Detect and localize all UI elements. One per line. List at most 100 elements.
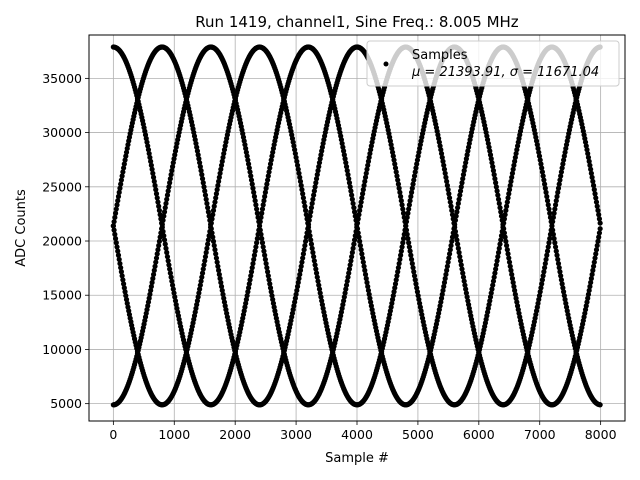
data-point [410, 181, 416, 187]
data-point [392, 281, 399, 287]
data-point [391, 289, 397, 295]
data-point [269, 153, 275, 159]
data-point [539, 169, 546, 175]
data-point [294, 158, 300, 164]
data-point [444, 182, 450, 189]
data-point [217, 275, 223, 282]
data-point [558, 277, 565, 283]
data-point [400, 235, 407, 242]
series-trace [110, 44, 603, 408]
data-point [458, 262, 464, 268]
data-point [453, 233, 459, 239]
data-point [256, 219, 262, 225]
data-point [197, 164, 203, 170]
data-point [400, 210, 407, 216]
data-point [439, 291, 445, 297]
data-point [487, 294, 494, 300]
data-point [167, 270, 173, 276]
data-point [295, 166, 301, 172]
data-point [258, 231, 264, 237]
data-point [255, 214, 261, 221]
data-point [497, 205, 503, 211]
data-point [446, 195, 453, 201]
data-point [346, 266, 353, 272]
y-tick-label: 5000 [50, 396, 82, 411]
data-point [591, 187, 597, 193]
data-point [297, 271, 303, 278]
data-point [411, 173, 418, 179]
data-point [312, 262, 318, 268]
data-point [119, 273, 125, 279]
data-point [552, 240, 558, 246]
data-point [503, 207, 509, 214]
data-point [389, 296, 396, 303]
data-point [508, 267, 514, 273]
data-point [220, 291, 226, 297]
data-point [314, 172, 320, 178]
data-point [343, 286, 349, 292]
data-point [313, 266, 319, 272]
data-point [554, 252, 560, 258]
legend-stats: μ = 21393.91, σ = 11671.04 [411, 65, 599, 80]
data-point [149, 166, 155, 172]
data-point [595, 238, 601, 244]
data-point [213, 191, 220, 197]
data-point [445, 187, 451, 193]
data-point [265, 273, 271, 279]
data-point [555, 189, 561, 195]
data-point [405, 210, 411, 216]
data-point [592, 255, 598, 261]
data-point [464, 152, 470, 158]
data-point [446, 251, 453, 257]
data-point [490, 164, 496, 170]
data-point [169, 168, 175, 174]
data-point [462, 164, 468, 170]
data-point [450, 216, 456, 222]
data-point [539, 165, 545, 171]
data-point [397, 189, 403, 195]
data-point [362, 267, 368, 273]
data-point [317, 290, 323, 296]
data-point [216, 271, 222, 278]
data-point [594, 242, 600, 249]
data-point [305, 224, 312, 230]
data-point [585, 295, 591, 301]
data-point [251, 193, 258, 200]
data-point [544, 248, 551, 254]
data-point [395, 265, 402, 271]
x-tick-label: 8000 [585, 427, 617, 442]
data-point [251, 256, 257, 263]
data-point [361, 182, 367, 189]
data-point [262, 189, 268, 195]
data-point [549, 223, 555, 229]
data-point [409, 260, 415, 267]
data-point [302, 203, 308, 209]
data-point [249, 181, 255, 187]
data-layer [110, 44, 603, 408]
data-point [263, 185, 269, 191]
data-point [448, 242, 454, 249]
data-point [345, 172, 351, 178]
data-point [452, 224, 458, 230]
data-point [364, 279, 370, 286]
x-axis-label: Sample # [325, 451, 389, 466]
data-point [311, 258, 317, 264]
data-point [460, 274, 467, 280]
data-point [221, 150, 227, 157]
data-point [490, 278, 497, 284]
data-point [246, 165, 252, 171]
data-point [166, 184, 172, 190]
data-point [438, 147, 444, 153]
data-point [543, 189, 549, 195]
data-point [199, 172, 205, 178]
data-point [491, 172, 497, 178]
data-point [316, 286, 323, 292]
data-point [212, 199, 218, 205]
data-point [153, 259, 159, 265]
data-point [211, 203, 217, 209]
data-point [351, 237, 358, 243]
data-point [413, 281, 419, 287]
data-point [151, 267, 157, 273]
data-point [538, 161, 544, 167]
data-point [509, 271, 515, 278]
